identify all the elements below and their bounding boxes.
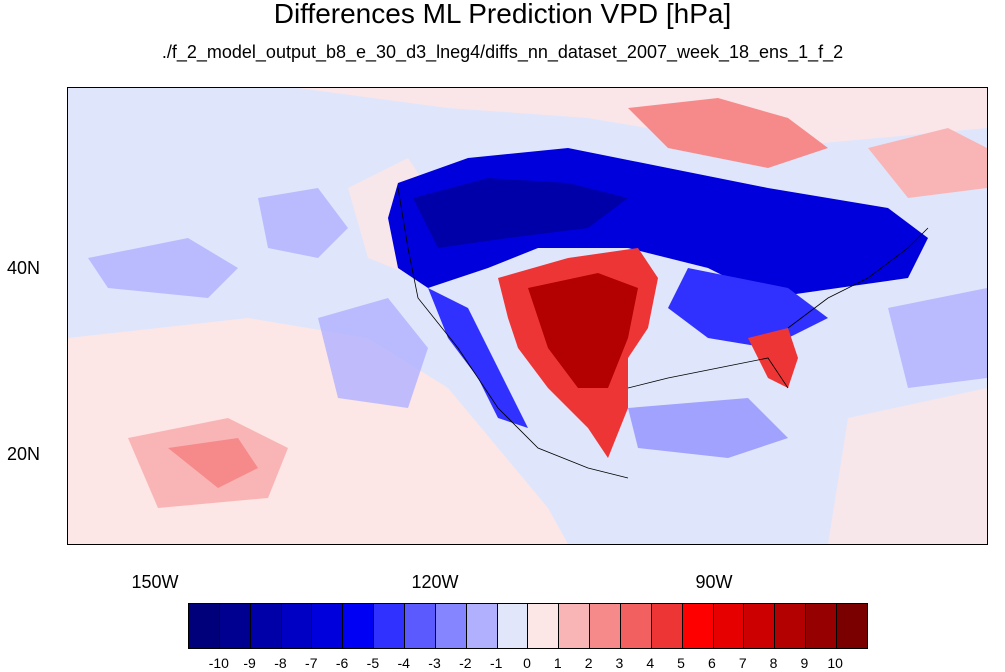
colorbar [188,603,868,649]
map-canvas [68,88,987,544]
colorbar-cell [250,604,282,648]
colorbar-label: 5 [677,655,685,671]
colorbar-label: 0 [523,655,531,671]
map-title: Differences ML Prediction VPD [hPa] [273,0,732,29]
vpd-difference-map [67,87,988,545]
lon-label-120w: 120W [411,572,459,592]
pacific-blue-patch-1 [88,238,238,298]
lon-label-90w: 90W [695,572,733,592]
colorbar-cell [374,604,406,648]
colorbar-label: -1 [489,655,503,671]
colorbar-label: -2 [459,655,472,671]
pacific-blue-patch-2 [258,188,348,258]
colorbar-label: -3 [428,655,441,671]
atlantic-blue-patch [888,288,987,388]
colorbar-label: 3 [615,655,624,671]
colorbar-label: -10 [208,655,229,671]
southwest-deep-red-core [528,273,638,388]
colorbar-cell [837,604,867,648]
northwest-deep-blue-core [413,178,628,248]
california-coast-blue [428,288,528,428]
colorbar-label: 7 [738,655,747,671]
colorbar-cell [189,604,220,648]
colorbar-label: -4 [397,655,410,671]
colorbar-cell [219,604,251,648]
colorbar-label: -8 [274,655,287,671]
colorbar-cell [713,604,745,648]
colorbar-cell [744,604,776,648]
colorbar-cell [651,604,683,648]
coastline [397,187,929,479]
colorbar-label: -5 [366,655,380,671]
colorbar-cell [621,604,652,648]
colorbar-cell [405,604,436,648]
colorbar-cell [497,604,529,648]
colorbar-cell [682,604,714,648]
lat-label-40n: 40N [6,258,40,278]
lon-label-150w: 150W [131,572,179,592]
colorbar-cell [343,604,375,648]
colorbar-cell [806,604,838,648]
colorbar-label: -6 [335,655,349,671]
colorbar-label: 8 [769,655,778,671]
northeast-red-patch [868,128,987,198]
pacific-blue-patch-3 [318,298,428,408]
colorbar-cell [466,604,498,648]
colorbar-label: 2 [584,655,593,671]
colorbar-label: -7 [305,655,318,671]
southeast-red-region [748,328,798,388]
colorbar-cell [281,604,313,648]
colorbar-label: 1 [553,655,562,671]
colorbar-label: 4 [646,655,655,671]
southwest-red-core [168,438,258,488]
colorbar-cell [559,604,591,648]
colorbar-label: 9 [800,655,809,671]
colorbar-cell [775,604,807,648]
north-red-patch [628,98,828,168]
lat-label-20n: 20N [6,444,40,464]
colorbar-cell [590,604,622,648]
colorbar-label: 6 [708,655,716,671]
atlantic-pink-patch [828,388,987,544]
map-subtitle: ./f_2_model_output_b8_e_30_d3_lneg4/diff… [161,42,844,62]
gulf-blue-patch [628,398,788,458]
colorbar-label: 10 [827,655,843,671]
colorbar-cell [528,604,560,648]
colorbar-cell [435,604,467,648]
colorbar-label: -9 [243,655,256,671]
colorbar-cell [312,604,344,648]
